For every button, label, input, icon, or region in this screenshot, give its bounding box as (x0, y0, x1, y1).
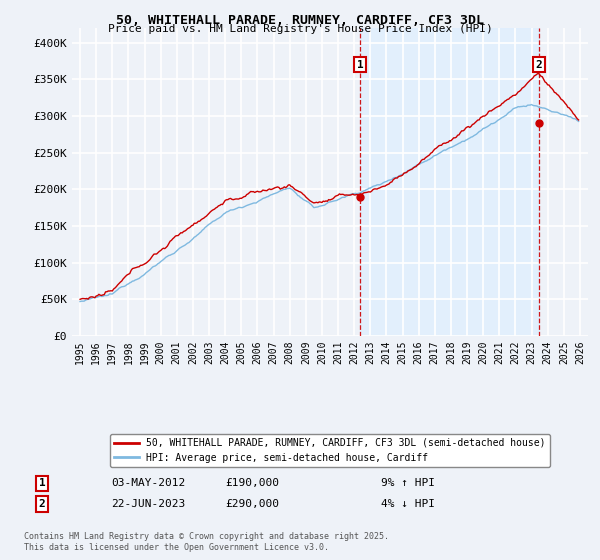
Text: 9% ↑ HPI: 9% ↑ HPI (381, 478, 435, 488)
Text: 22-JUN-2023: 22-JUN-2023 (111, 499, 185, 509)
Bar (360, 28, 539, 336)
Text: 03-MAY-2012: 03-MAY-2012 (111, 478, 185, 488)
Text: 2: 2 (536, 60, 542, 69)
Text: 1: 1 (357, 60, 364, 69)
Text: 2: 2 (38, 499, 46, 509)
Text: Price paid vs. HM Land Registry's House Price Index (HPI): Price paid vs. HM Land Registry's House … (107, 24, 493, 34)
Text: £190,000: £190,000 (225, 478, 279, 488)
Text: 4% ↓ HPI: 4% ↓ HPI (381, 499, 435, 509)
Text: Contains HM Land Registry data © Crown copyright and database right 2025.
This d: Contains HM Land Registry data © Crown c… (24, 532, 389, 552)
Text: 1: 1 (38, 478, 46, 488)
Text: £290,000: £290,000 (225, 499, 279, 509)
Text: 50, WHITEHALL PARADE, RUMNEY, CARDIFF, CF3 3DL: 50, WHITEHALL PARADE, RUMNEY, CARDIFF, C… (116, 14, 484, 27)
Legend: 50, WHITEHALL PARADE, RUMNEY, CARDIFF, CF3 3DL (semi-detached house), HPI: Avera: 50, WHITEHALL PARADE, RUMNEY, CARDIFF, C… (110, 434, 550, 466)
